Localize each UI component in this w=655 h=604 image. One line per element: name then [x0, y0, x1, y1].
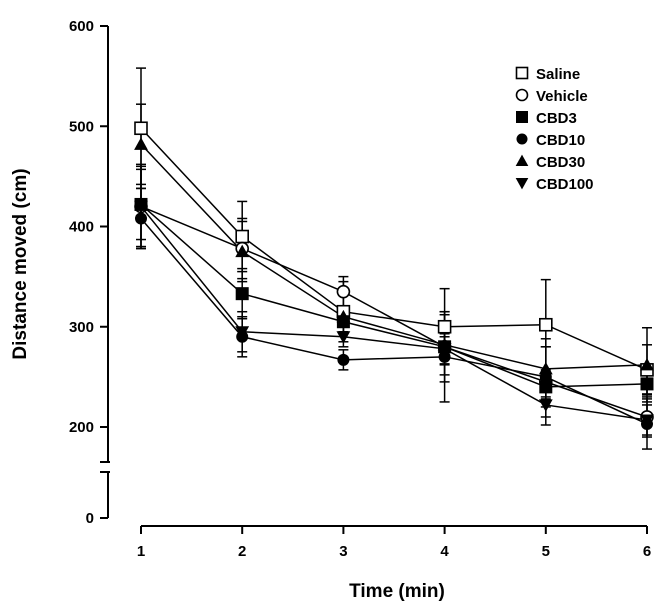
legend-label: CBD3	[536, 110, 577, 127]
data-point-cbd100	[538, 399, 553, 412]
y-tick-label: 200	[69, 419, 94, 436]
legend-item: CBD30	[515, 154, 585, 171]
legend-label: Saline	[536, 66, 580, 83]
data-point-cbd3	[235, 287, 249, 301]
legend-item: Vehicle	[515, 88, 588, 105]
data-point-cbd30	[336, 309, 351, 323]
y-axis-title: Distance moved (cm)	[10, 168, 31, 359]
x-tick-label: 3	[339, 543, 347, 560]
data-point-saline	[538, 317, 553, 332]
y-tick-label: 500	[69, 118, 94, 135]
data-point-saline	[134, 121, 148, 136]
data-point-cbd30	[538, 361, 553, 375]
legend-marker-cbd10	[516, 133, 528, 145]
series-line-cbd10	[140, 217, 648, 425]
x-axis-title: Time (min)	[349, 581, 445, 602]
y-tick-label: 0	[86, 510, 94, 527]
data-point-cbd3	[640, 377, 654, 391]
axes: 0 200 300 400 500 600 1 2 3 4 5 6	[69, 18, 651, 560]
legend-label: CBD10	[536, 132, 585, 149]
series-line-cbd100	[140, 205, 648, 421]
legend-marker-cbd100	[515, 177, 529, 190]
x-tick-label: 4	[440, 543, 449, 560]
series-line-cbd30	[140, 143, 648, 370]
legend-marker-vehicle	[515, 88, 529, 102]
data-point-cbd30	[640, 357, 654, 371]
series-markers	[134, 121, 654, 430]
legend-item: CBD100	[515, 176, 594, 193]
legend-marker-cbd3	[516, 111, 528, 123]
series-line-cbd3	[140, 203, 648, 388]
series-line-vehicle	[140, 205, 648, 418]
legend-label: CBD30	[536, 154, 585, 171]
data-point-cbd10	[438, 350, 451, 363]
data-point-cbd30	[235, 244, 250, 258]
data-point-saline	[437, 319, 452, 334]
x-tick-label: 2	[238, 543, 246, 560]
legend-marker-cbd30	[515, 154, 529, 167]
data-point-vehicle	[336, 284, 351, 299]
legend-item: Saline	[515, 66, 580, 83]
legend-item: CBD10	[516, 132, 585, 149]
legend: Saline Vehicle CBD3 CBD10 CBD30 CBD100	[515, 66, 594, 193]
data-point-cbd100	[437, 343, 452, 356]
legend-label: CBD100	[536, 176, 594, 193]
data-point-cbd30	[134, 137, 148, 150]
data-point-saline	[235, 229, 249, 244]
x-tick-label: 1	[137, 543, 145, 560]
data-point-cbd100	[640, 414, 654, 427]
x-tick-label: 6	[643, 543, 651, 560]
data-point-cbd10	[135, 212, 147, 225]
data-point-cbd100	[134, 200, 148, 214]
x-tick-label: 5	[542, 543, 550, 560]
data-point-cbd100	[235, 326, 250, 339]
y-tick-label: 400	[69, 219, 94, 236]
legend-marker-saline	[515, 66, 529, 80]
legend-item: CBD3	[516, 110, 577, 127]
data-point-cbd100	[336, 331, 351, 344]
series-lines	[140, 127, 648, 425]
legend-label: Vehicle	[536, 88, 588, 105]
y-tick-label: 300	[69, 319, 94, 336]
y-tick-label: 600	[69, 18, 94, 35]
data-point-cbd10	[337, 353, 350, 366]
